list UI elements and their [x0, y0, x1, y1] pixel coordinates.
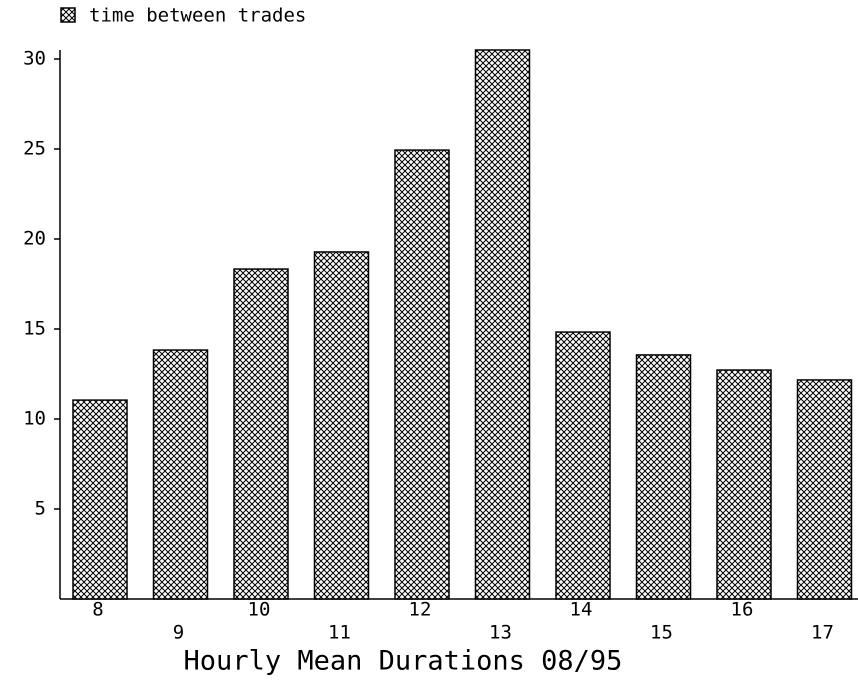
- x-tick-label: 16: [731, 599, 754, 621]
- bar: [796, 379, 853, 600]
- x-tick-label: 17: [811, 622, 834, 644]
- y-tick-label: 25: [23, 138, 46, 160]
- bar: [635, 354, 692, 600]
- bar: [474, 49, 531, 600]
- legend-swatch: [60, 7, 76, 23]
- y-tick-label: 15: [23, 318, 46, 340]
- bar: [313, 251, 370, 600]
- x-tick-label: 10: [248, 599, 271, 621]
- x-tick-label: 11: [328, 622, 351, 644]
- x-tick-label: 13: [489, 622, 512, 644]
- y-tick-label: 10: [23, 408, 46, 430]
- y-tick-label: 20: [23, 228, 46, 250]
- bar: [394, 149, 450, 600]
- x-tick-label: 15: [650, 622, 673, 644]
- bar: [716, 369, 772, 600]
- y-tick-label: 30: [23, 48, 46, 70]
- chart-title: Hourly Mean Durations 08/95: [184, 646, 623, 677]
- x-tick-label: 12: [409, 599, 432, 621]
- y-tick-label: 5: [35, 498, 46, 520]
- bar: [152, 349, 209, 600]
- x-tick-label: 14: [570, 599, 593, 621]
- bar: [555, 331, 611, 600]
- x-tick-label: 8: [92, 599, 103, 621]
- bar: [233, 268, 289, 600]
- x-tick-label: 9: [173, 622, 184, 644]
- legend-label: time between trades: [89, 5, 306, 27]
- bar: [72, 399, 128, 600]
